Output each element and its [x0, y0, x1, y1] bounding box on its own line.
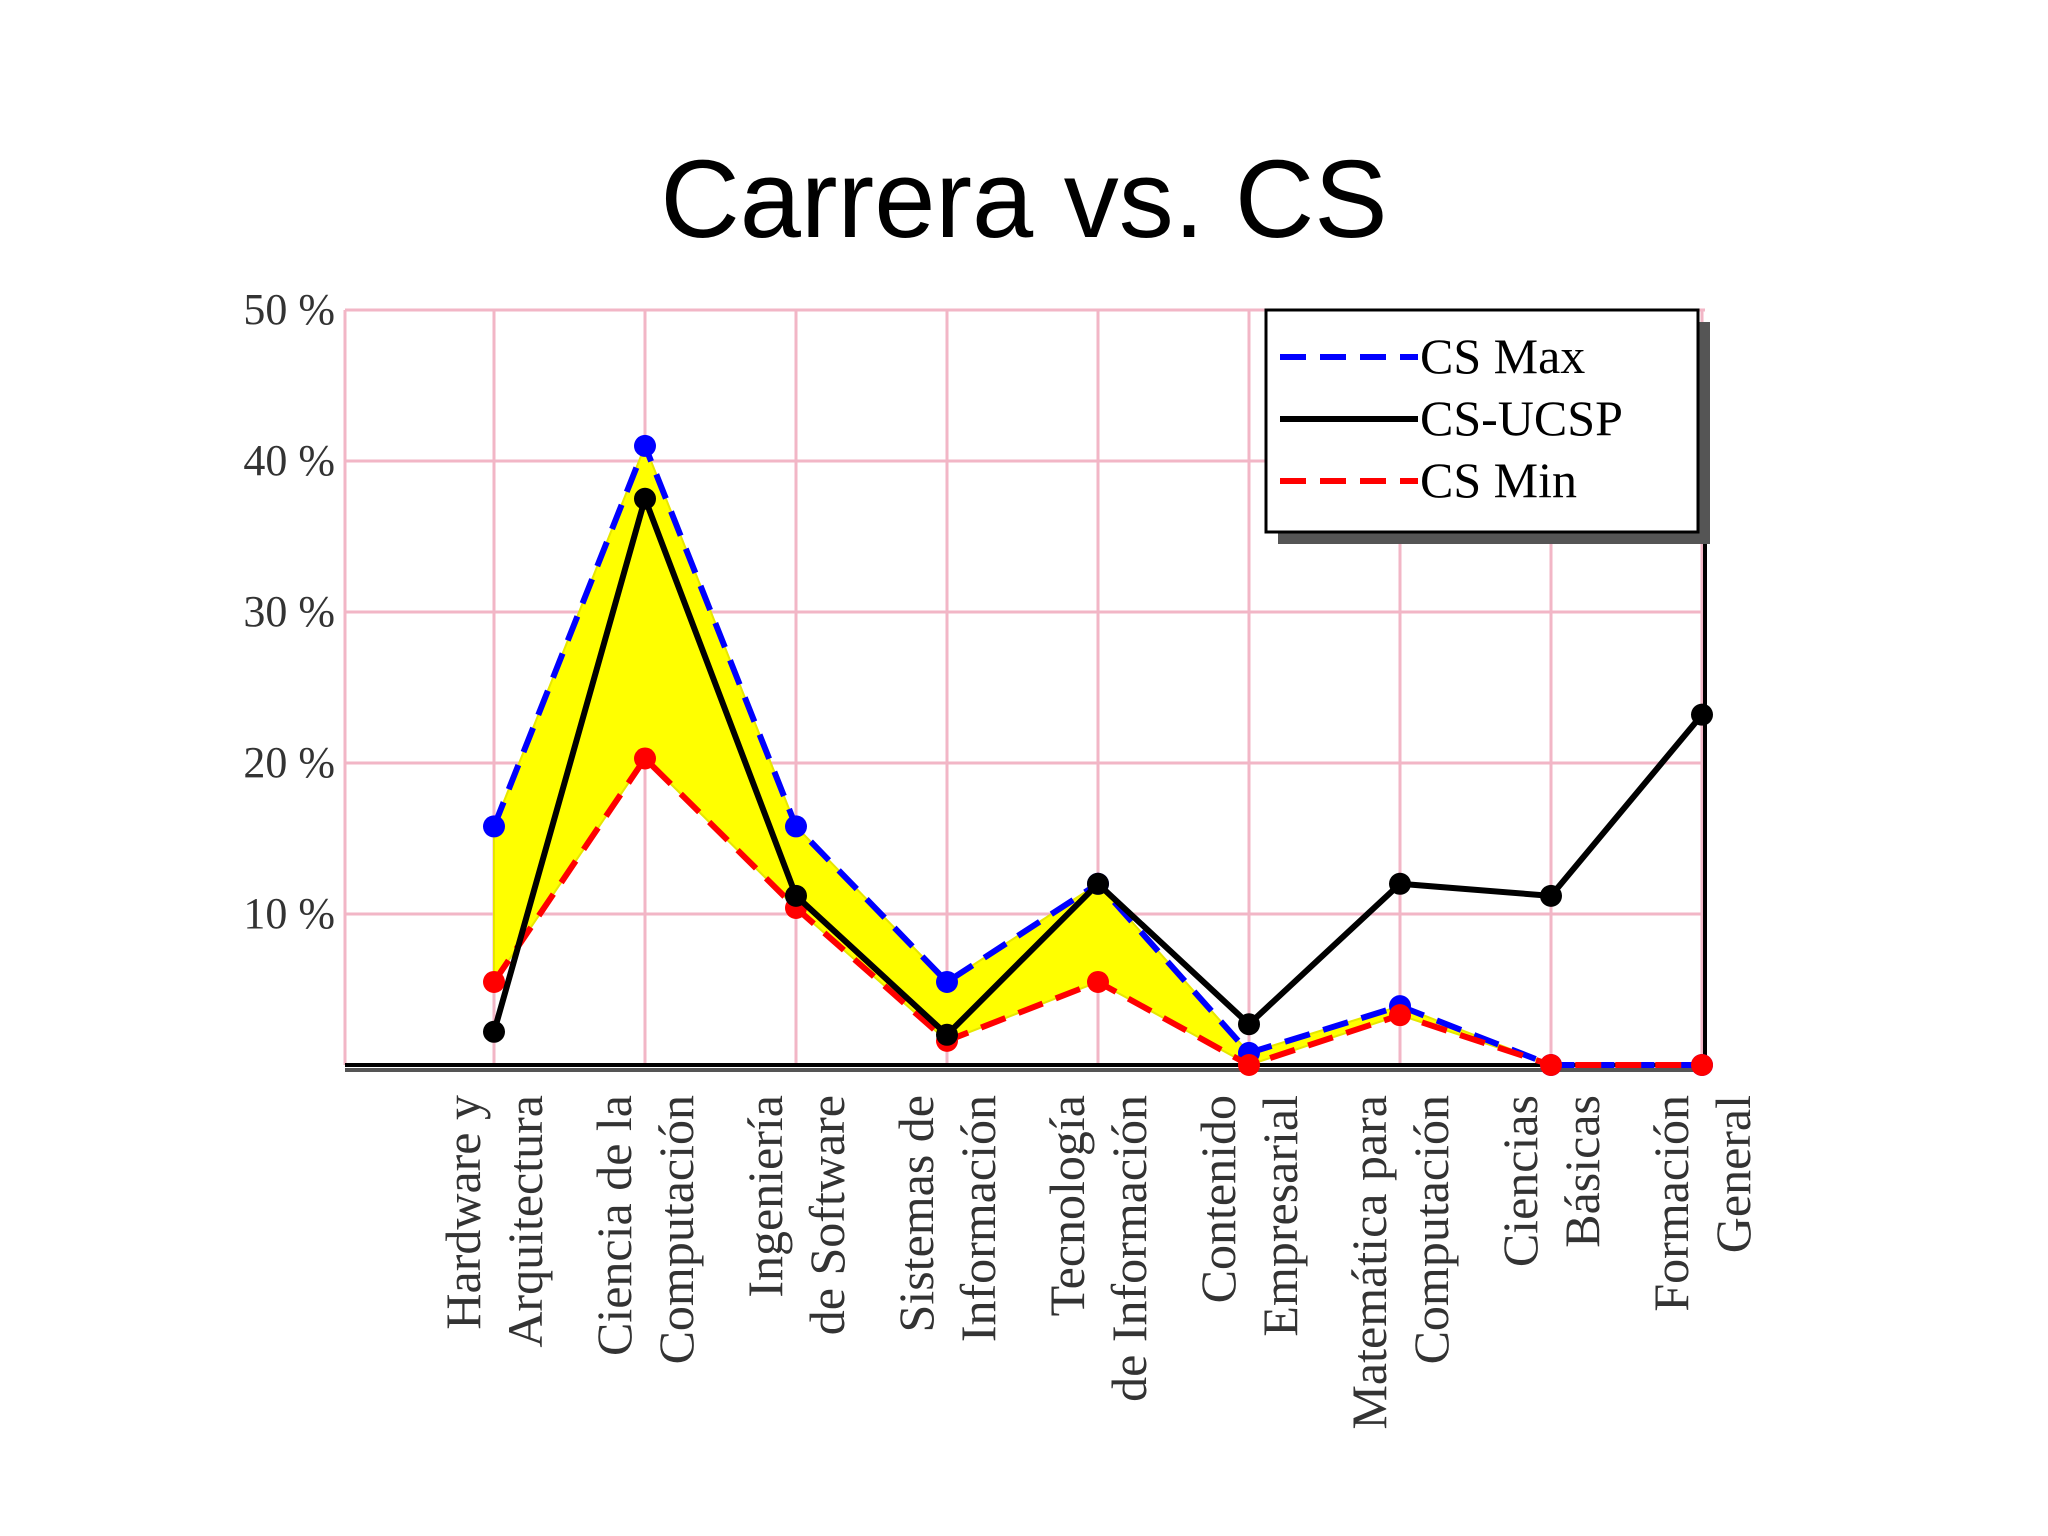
x-tick-label: Ciencia de la Computación	[586, 1095, 704, 1364]
x-tick-label: Formación General	[1643, 1095, 1761, 1312]
x-tick-label-line: Matemática para	[1341, 1095, 1397, 1430]
data-point	[634, 434, 656, 457]
x-tick-label-line: Información	[950, 1095, 1006, 1342]
x-tick-label: Hardware y Arquitectura	[435, 1095, 553, 1348]
legend-entry: CS Max	[1280, 328, 1585, 384]
legend-entry: CS-UCSP	[1280, 390, 1623, 446]
data-point	[1540, 1054, 1562, 1076]
x-tick-label: Ingeniería de Software	[737, 1095, 855, 1335]
x-tick-label-line: Sistemas de	[888, 1095, 944, 1332]
data-point	[1540, 884, 1562, 907]
data-point	[785, 815, 807, 838]
data-point	[483, 1020, 505, 1043]
x-tick-label-line: Ciencias	[1492, 1095, 1548, 1267]
x-tick-label-line: Arquitectura	[497, 1095, 553, 1348]
x-tick-label-line: Computación	[648, 1095, 704, 1364]
data-point	[1389, 1004, 1411, 1027]
data-point	[1691, 1054, 1713, 1076]
data-point	[936, 1023, 958, 1046]
data-point	[1238, 1013, 1260, 1036]
data-point	[483, 815, 505, 838]
y-tick-label: 50 %	[243, 285, 335, 334]
legend-label: CS Min	[1420, 452, 1577, 508]
series	[483, 434, 1713, 1076]
x-tick-label-line: de Software	[799, 1095, 855, 1335]
data-point	[1238, 1054, 1260, 1076]
x-tick-label: Ciencias Básicas	[1492, 1095, 1610, 1267]
data-point	[1389, 872, 1411, 895]
x-tick-label-line: Contenido	[1190, 1095, 1246, 1303]
grid	[343, 308, 1705, 1065]
slide-title: Carrera vs. CS	[660, 138, 1388, 261]
y-tick-label: 30 %	[243, 587, 335, 636]
data-point	[483, 970, 505, 993]
y-tick-labels: 10 % 20 % 30 % 40 % 50 %	[243, 285, 335, 938]
x-tick-label-line: de Información	[1101, 1095, 1157, 1402]
x-tick-label-line: Tecnología	[1039, 1095, 1095, 1316]
data-point	[1087, 970, 1109, 993]
x-tick-label-line: Computación	[1403, 1095, 1459, 1364]
data-point	[1087, 872, 1109, 895]
series-cs-ucsp	[483, 487, 1713, 1046]
x-tick-label-line: Ingeniería	[737, 1095, 793, 1298]
x-tick-label-line: Básicas	[1554, 1095, 1610, 1248]
x-tick-labels: Hardware y Arquitectura Ciencia de la Compu…	[435, 1095, 1761, 1430]
x-tick-label-line: Formación	[1643, 1095, 1699, 1312]
data-point	[634, 487, 656, 510]
axes	[345, 540, 1709, 1072]
data-point	[1691, 703, 1713, 726]
y-tick-label: 20 %	[243, 738, 335, 787]
x-tick-label: Tecnología de Información	[1039, 1095, 1157, 1402]
legend-label: CS-UCSP	[1420, 390, 1623, 446]
x-tick-label: Sistemas de Información	[888, 1095, 1006, 1342]
x-tick-label-line: General	[1705, 1095, 1761, 1253]
data-point	[936, 970, 958, 993]
x-tick-label-line: Hardware y	[435, 1095, 491, 1330]
x-tick-label: Contenido Empresarial	[1190, 1095, 1308, 1337]
x-tick-label: Matemática para Computación	[1341, 1095, 1459, 1430]
legend-entry: CS Min	[1280, 452, 1577, 508]
data-point	[785, 884, 807, 907]
y-tick-label: 40 %	[243, 436, 335, 485]
data-point	[634, 747, 656, 770]
x-tick-label-line: Ciencia de la	[586, 1095, 642, 1356]
legend: CS Max CS-UCSP CS Min	[1264, 308, 1710, 544]
x-tick-label-line: Empresarial	[1252, 1095, 1308, 1337]
legend-label: CS Max	[1420, 328, 1585, 384]
y-tick-label: 10 %	[243, 889, 335, 938]
